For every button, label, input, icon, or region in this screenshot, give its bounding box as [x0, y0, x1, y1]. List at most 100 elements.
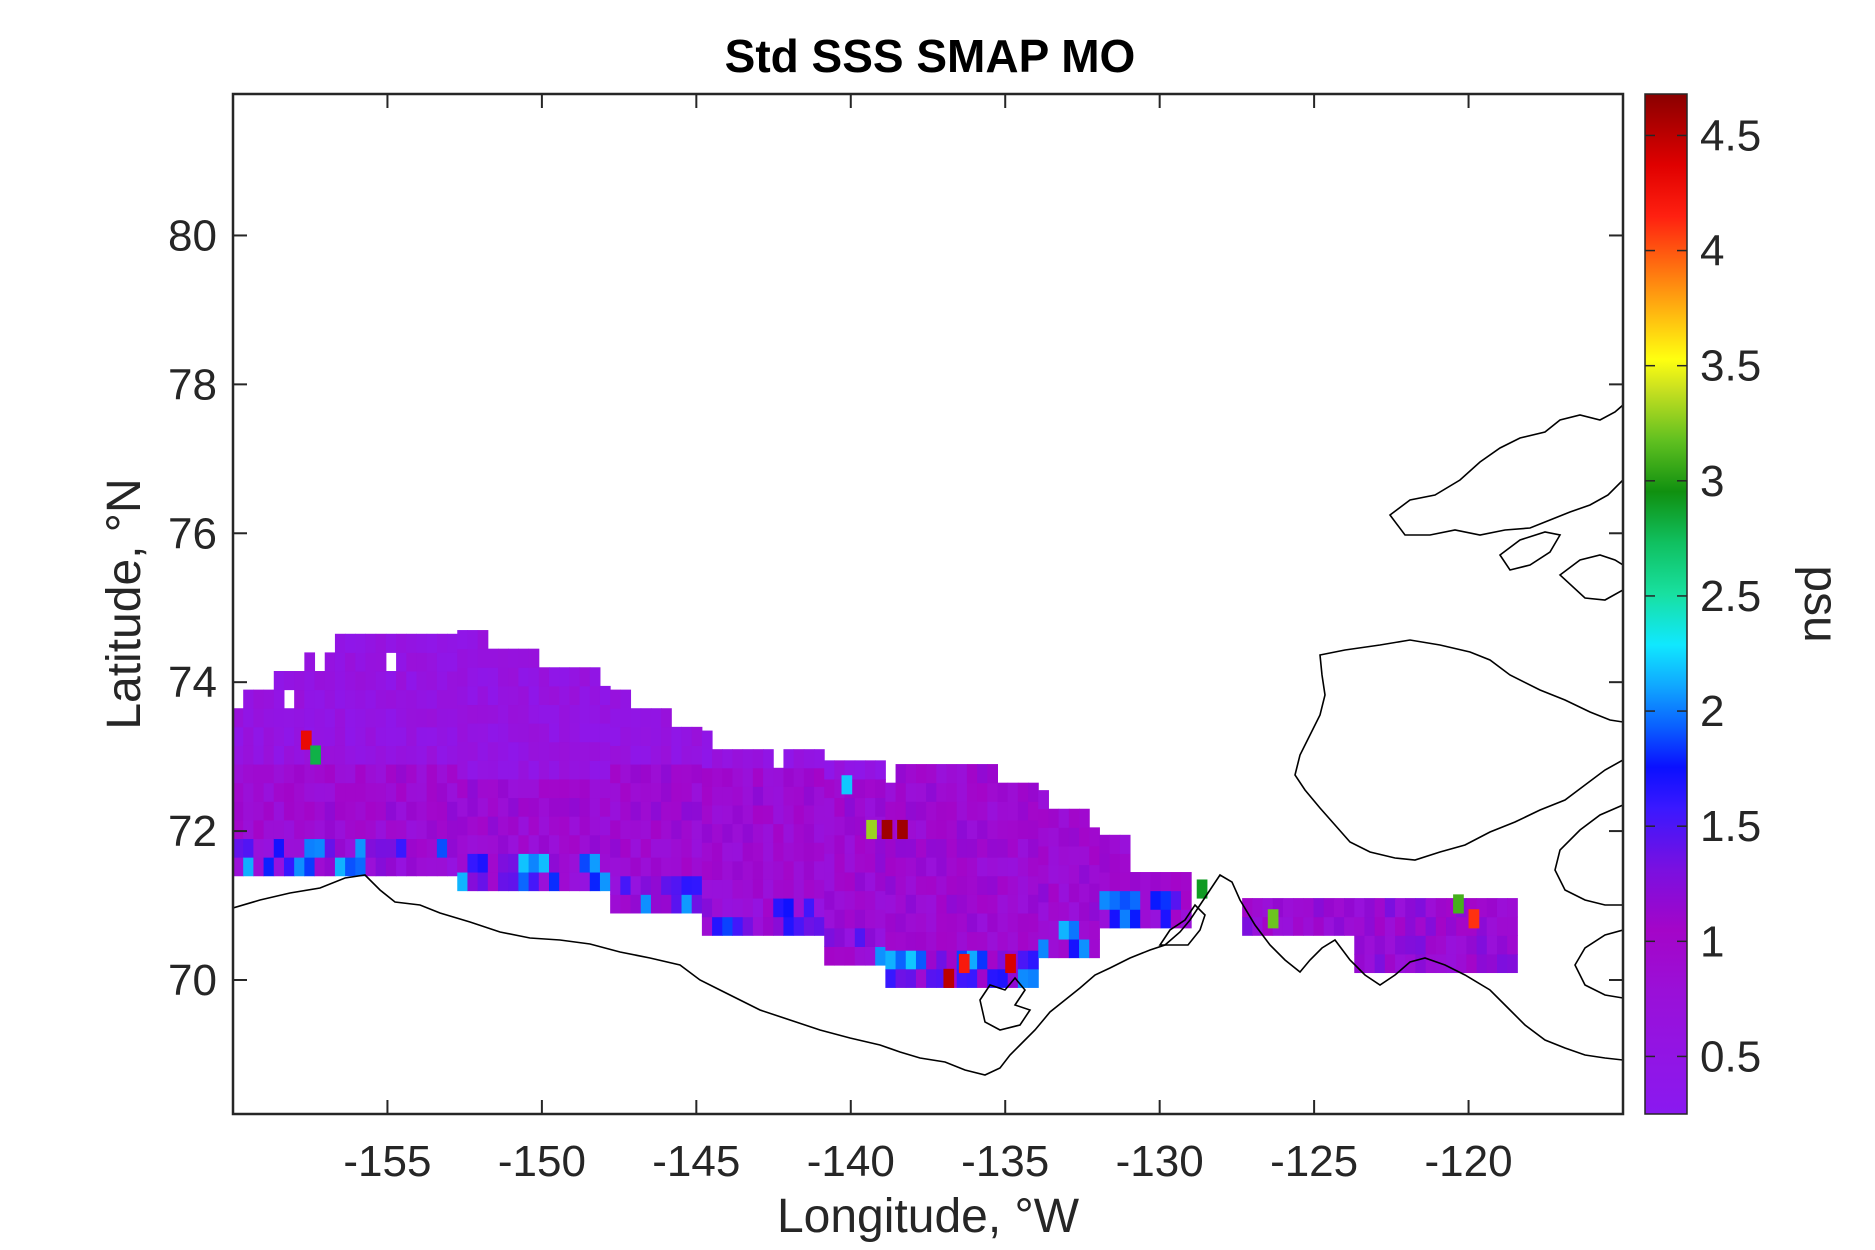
data-cell: [783, 898, 795, 918]
x-tick-label: -145: [652, 1137, 740, 1186]
data-cell: [1079, 901, 1090, 921]
data-cell: [977, 782, 988, 802]
data-cell: [233, 708, 244, 728]
data-cell: [314, 819, 326, 840]
data-cell: [396, 782, 407, 802]
data-cell: [1486, 935, 1498, 955]
data-cell: [233, 801, 244, 821]
data-cell: [650, 819, 662, 840]
data-cell: [457, 723, 468, 743]
data-cell: [487, 741, 499, 761]
data-cell: [498, 760, 509, 780]
data-cell: [661, 857, 672, 877]
data-cell: [1344, 916, 1355, 936]
data-cell: [640, 875, 652, 895]
data-cell: [1405, 935, 1416, 955]
plot-frame: [231, 92, 1625, 1116]
data-cell: [233, 782, 244, 802]
data-cell: [579, 704, 591, 724]
data-cell: [324, 726, 336, 746]
data-cell-highlight: [1196, 879, 1208, 899]
data-cell: [365, 764, 377, 784]
data-cell: [548, 723, 560, 743]
data-cell: [854, 834, 866, 854]
data-cell: [396, 689, 407, 709]
data-cell: [294, 689, 305, 709]
data-cell: [885, 875, 897, 895]
data-cell: [283, 838, 295, 858]
data-cell: [1017, 894, 1029, 914]
data-cell: [1395, 898, 1406, 918]
data-cell: [385, 726, 397, 746]
data-cell: [1466, 935, 1478, 955]
data-cell: [977, 968, 988, 988]
data-cell: [885, 801, 897, 821]
data-cell: [1048, 808, 1060, 828]
data-cell: [630, 726, 642, 746]
data-cell: [742, 823, 754, 843]
data-cell: [548, 797, 560, 817]
data-cell: [773, 898, 784, 918]
data-cell: [763, 860, 774, 880]
data-cell: [263, 745, 275, 765]
eglinton-island: [1558, 554, 1623, 601]
data-cell: [1007, 819, 1019, 840]
data-cell: [814, 860, 825, 880]
data-cell: [712, 786, 723, 806]
data-cell: [589, 778, 601, 799]
data-cell: [365, 671, 377, 691]
data-cell: [681, 745, 693, 765]
data-cell: [1252, 916, 1264, 936]
data-cell: [620, 838, 632, 858]
data-cell: [599, 853, 611, 873]
data-cell: [263, 726, 275, 746]
data-cell: [844, 853, 856, 873]
data-cell: [273, 689, 285, 709]
colorbar-tick-label: 3: [1700, 457, 1724, 506]
data-cell: [447, 801, 458, 821]
data-cell: [589, 853, 601, 873]
data-cell: [1242, 898, 1253, 918]
data-cell: [712, 916, 723, 936]
data-cell: [589, 834, 601, 854]
data-cell: [283, 819, 295, 840]
data-cell: [803, 860, 815, 880]
data-cell: [763, 805, 774, 825]
data-cell: [1068, 864, 1080, 884]
data-cell: [732, 898, 744, 918]
data-cell: [498, 667, 509, 687]
data-cell: [263, 838, 275, 858]
data-cell: [559, 741, 570, 761]
data-cell: [1048, 939, 1060, 959]
data-cell: [803, 842, 815, 862]
data-cell: [406, 689, 417, 709]
data-cell: [416, 726, 428, 746]
data-cell: [569, 741, 581, 761]
data-cell: [915, 968, 927, 988]
data-cell: [487, 797, 499, 817]
data-cell: [294, 764, 305, 784]
data-cell: [834, 797, 846, 817]
data-cell: [528, 760, 540, 780]
y-tick-label: 74: [168, 658, 217, 707]
x-tick-label: -140: [807, 1137, 895, 1186]
data-cell: [477, 704, 489, 724]
data-cell: [243, 726, 254, 746]
data-cell: [599, 723, 611, 743]
data-cell: [1048, 883, 1060, 903]
data-cell: [294, 708, 305, 728]
data-cell: [1496, 953, 1508, 974]
data-cell: [375, 708, 387, 728]
data-cell: [426, 633, 438, 653]
data-cell: [844, 909, 856, 929]
data-cell: [661, 708, 672, 728]
data-cell: [661, 764, 672, 784]
data-cell: [416, 819, 428, 840]
data-cell: [518, 685, 530, 706]
data-cell: [915, 838, 927, 858]
data-cell: [1364, 916, 1376, 936]
data-cell: [803, 749, 815, 769]
data-cell: [722, 749, 733, 769]
data-cell: [273, 782, 285, 802]
data-cell: [569, 704, 581, 724]
